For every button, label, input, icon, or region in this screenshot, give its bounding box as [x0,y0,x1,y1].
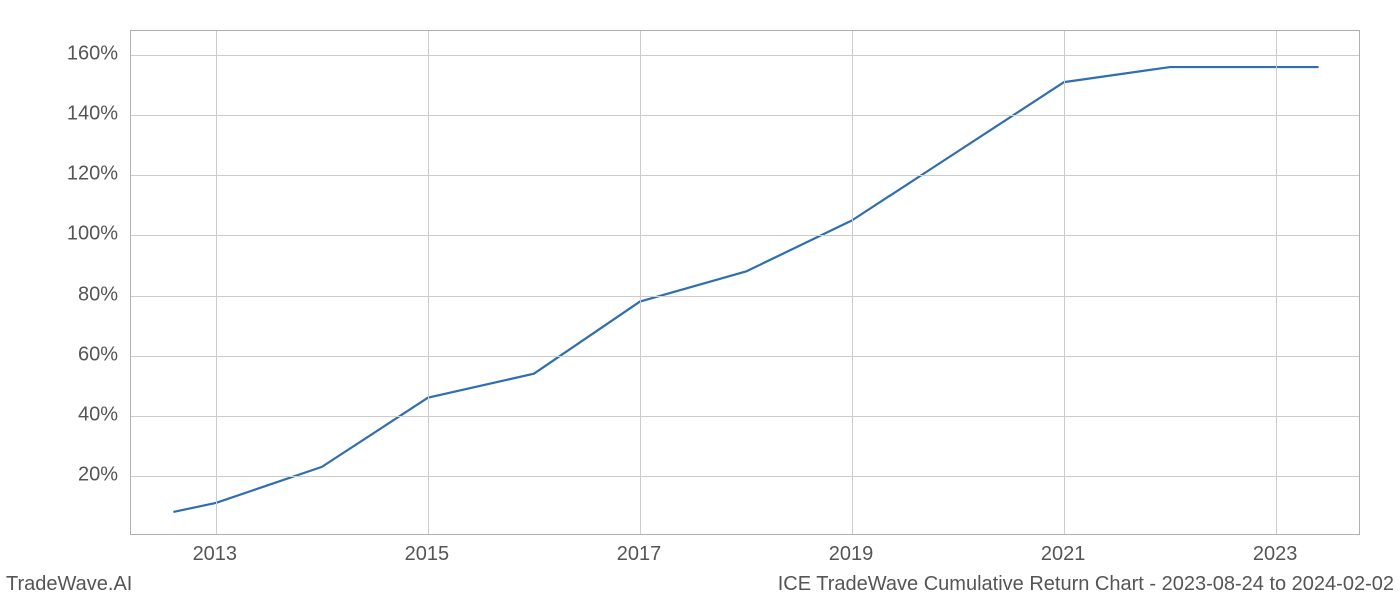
grid-line-horizontal [131,235,1359,236]
x-tick-label: 2013 [193,543,238,566]
y-tick-label: 20% [0,463,118,486]
y-tick-label: 80% [0,283,118,306]
grid-line-vertical [428,31,429,534]
grid-line-vertical [1064,31,1065,534]
y-tick-label: 120% [0,163,118,186]
x-tick-label: 2015 [405,543,450,566]
grid-line-horizontal [131,356,1359,357]
y-tick-label: 140% [0,103,118,126]
grid-line-horizontal [131,115,1359,116]
footer-left-label: TradeWave.AI [6,573,132,596]
grid-line-vertical [1276,31,1277,534]
y-tick-label: 60% [0,343,118,366]
y-tick-label: 40% [0,403,118,426]
x-tick-label: 2021 [1041,543,1086,566]
footer-right-label: ICE TradeWave Cumulative Return Chart - … [778,573,1394,596]
series-line [173,67,1318,512]
x-tick-label: 2019 [829,543,874,566]
grid-line-horizontal [131,416,1359,417]
plot-area [130,30,1360,535]
grid-line-vertical [640,31,641,534]
grid-line-horizontal [131,296,1359,297]
grid-line-vertical [216,31,217,534]
grid-line-horizontal [131,476,1359,477]
x-tick-label: 2017 [617,543,662,566]
grid-line-horizontal [131,55,1359,56]
grid-line-vertical [852,31,853,534]
y-tick-label: 100% [0,223,118,246]
y-tick-label: 160% [0,43,118,66]
grid-line-horizontal [131,175,1359,176]
x-tick-label: 2023 [1253,543,1298,566]
chart-container: TradeWave.AI ICE TradeWave Cumulative Re… [0,0,1400,600]
line-chart-svg [131,31,1361,536]
